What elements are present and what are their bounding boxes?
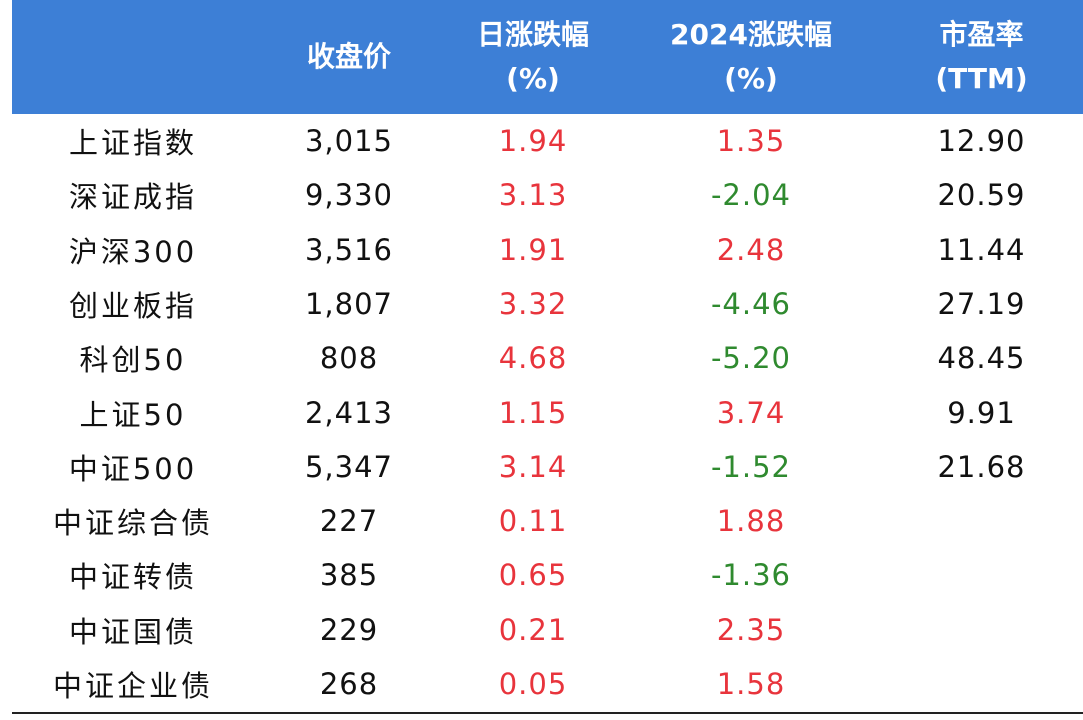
table-bottom-rule (12, 712, 1083, 714)
cell-daily-change: 3.32 (498, 286, 568, 321)
header-ytd-change: 2024涨跌幅 (%) (670, 18, 832, 95)
cell-index-name: 中证综合债 (52, 506, 213, 541)
cell-pe-ratio: 9.91 (947, 395, 1016, 430)
cell-daily-change: 0.65 (498, 558, 568, 593)
cell-ytd-change: -1.52 (710, 449, 792, 484)
cell-pe-ratio: 27.19 (937, 286, 1026, 321)
cell-close-price: 2,413 (304, 395, 394, 430)
cell-daily-change: 4.68 (498, 341, 568, 376)
cell-ytd-change: -2.04 (710, 178, 792, 213)
table-row: 中证转债 385 0.65 -1.36 (12, 548, 1083, 602)
cell-ytd-change: 1.88 (716, 504, 786, 539)
cell-ytd-change: -1.36 (710, 558, 792, 593)
cell-index-name: 中证500 (68, 451, 198, 486)
cell-index-name: 中证国债 (68, 614, 197, 649)
cell-index-name: 科创50 (79, 343, 187, 378)
cell-index-name: 创业板指 (68, 288, 197, 323)
cell-daily-change: 0.21 (498, 612, 568, 647)
cell-pe-ratio (880, 603, 1083, 657)
cell-pe-ratio: 20.59 (937, 178, 1026, 213)
cell-close-price: 3,015 (304, 124, 394, 158)
cell-close-price: 3,516 (304, 232, 394, 267)
table-row: 中证国债 229 0.21 2.35 (12, 603, 1083, 657)
table-header: 收盘价 日涨跌幅 (%) 2024涨跌幅 (%) 市盈率 (TTM) (12, 0, 1083, 114)
table-row: 创业板指 1,807 3.32 -4.46 27.19 (12, 277, 1083, 331)
cell-close-price: 229 (319, 612, 379, 647)
cell-ytd-change: 2.35 (716, 612, 786, 647)
cell-daily-change: 1.94 (498, 124, 568, 158)
table-row: 中证500 5,347 3.14 -1.52 21.68 (12, 440, 1083, 494)
table-row: 深证成指 9,330 3.13 -2.04 20.59 (12, 168, 1083, 222)
cell-pe-ratio: 12.90 (937, 124, 1026, 158)
cell-index-name: 中证企业债 (52, 669, 213, 703)
cell-ytd-change: -5.20 (710, 341, 792, 376)
cell-daily-change: 3.14 (498, 449, 568, 484)
cell-close-price: 268 (319, 667, 379, 701)
cell-close-price: 227 (319, 504, 379, 539)
header-pe-ratio: 市盈率 (TTM) (935, 18, 1028, 95)
table-row: 中证企业债 268 0.05 1.58 (12, 657, 1083, 711)
header-name (12, 0, 254, 114)
cell-index-name: 上证50 (79, 397, 187, 432)
cell-ytd-change: 1.58 (716, 667, 786, 701)
cell-ytd-change: 2.48 (716, 232, 786, 267)
cell-ytd-change: 3.74 (716, 395, 786, 430)
cell-pe-ratio (880, 494, 1083, 548)
cell-daily-change: 0.05 (498, 667, 568, 701)
cell-ytd-change: 1.35 (716, 124, 786, 158)
header-close-price: 收盘价 (306, 40, 391, 73)
header-daily-change: 日涨跌幅 (%) (476, 18, 589, 95)
table-row: 沪深300 3,516 1.91 2.48 11.44 (12, 223, 1083, 277)
table-row: 中证综合债 227 0.11 1.88 (12, 494, 1083, 548)
table-row: 上证50 2,413 1.15 3.74 9.91 (12, 386, 1083, 440)
cell-pe-ratio: 48.45 (937, 341, 1026, 376)
cell-index-name: 深证成指 (68, 180, 197, 215)
cell-daily-change: 0.11 (498, 504, 568, 539)
cell-daily-change: 3.13 (498, 178, 568, 213)
cell-daily-change: 1.91 (498, 232, 568, 267)
cell-pe-ratio: 21.68 (937, 449, 1026, 484)
cell-close-price: 385 (319, 558, 379, 593)
cell-daily-change: 1.15 (498, 395, 568, 430)
cell-index-name: 中证转债 (68, 560, 197, 595)
cell-close-price: 9,330 (304, 178, 394, 213)
cell-index-name: 上证指数 (68, 126, 197, 160)
cell-close-price: 808 (319, 341, 379, 376)
cell-pe-ratio (880, 548, 1083, 602)
table-row: 科创50 808 4.68 -5.20 48.45 (12, 331, 1083, 385)
cell-pe-ratio: 11.44 (937, 232, 1026, 267)
cell-index-name: 沪深300 (68, 234, 198, 269)
cell-close-price: 5,347 (304, 449, 394, 484)
cell-ytd-change: -4.46 (710, 286, 792, 321)
table-row: 上证指数 3,015 1.94 1.35 12.90 (12, 114, 1083, 168)
cell-close-price: 1,807 (304, 286, 394, 321)
cell-pe-ratio (880, 657, 1083, 711)
